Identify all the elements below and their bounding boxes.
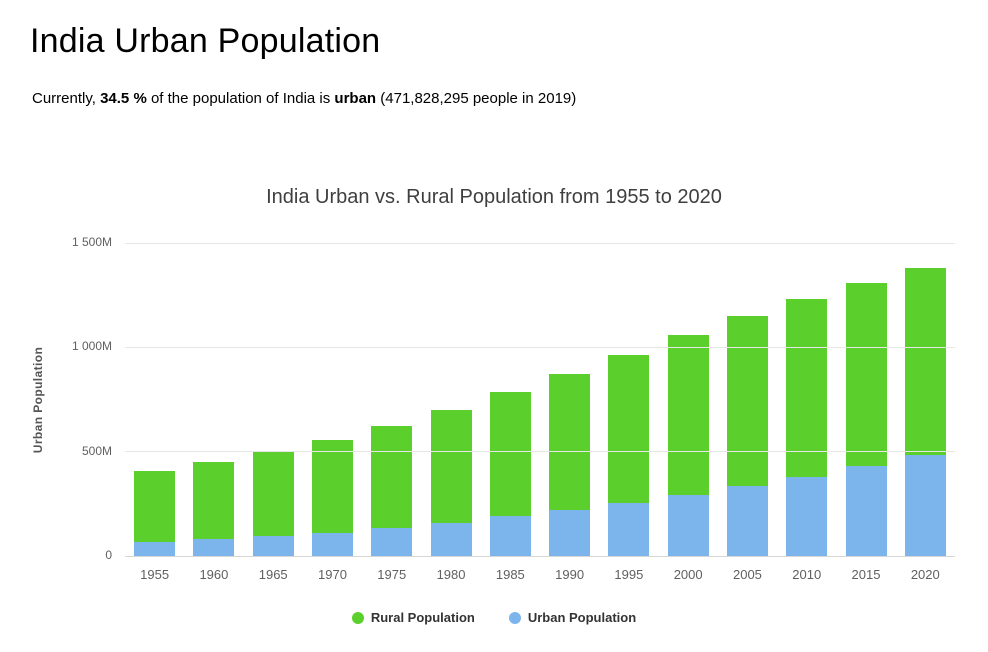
stacked-bar bbox=[252, 451, 294, 556]
stacked-bar bbox=[667, 335, 709, 556]
bars bbox=[125, 243, 955, 556]
bar-segment-rural[interactable] bbox=[904, 268, 946, 456]
y-tick-label: 1 000M bbox=[71, 339, 112, 354]
bar-segment-urban[interactable] bbox=[904, 455, 946, 556]
x-tick-label: 2015 bbox=[851, 567, 881, 582]
x-tick-label: 1985 bbox=[495, 567, 525, 582]
bar-segment-rural[interactable] bbox=[193, 462, 235, 540]
x-tick-label: 2005 bbox=[732, 567, 762, 582]
bar-segment-urban[interactable] bbox=[726, 486, 768, 556]
bar-segment-urban[interactable] bbox=[608, 502, 650, 556]
x-tick-label: 1975 bbox=[377, 567, 407, 582]
bar-1975 bbox=[362, 243, 421, 556]
legend-item-urban[interactable]: Urban Population bbox=[508, 610, 637, 625]
bar-segment-urban[interactable] bbox=[845, 466, 887, 556]
bar-segment-rural[interactable] bbox=[845, 282, 887, 467]
x-tick-label: 2000 bbox=[673, 567, 703, 582]
bar-segment-rural[interactable] bbox=[134, 470, 176, 542]
stacked-bar bbox=[193, 462, 235, 556]
bar-segment-rural[interactable] bbox=[786, 298, 828, 477]
stacked-bar bbox=[726, 316, 768, 556]
bar-segment-rural[interactable] bbox=[311, 440, 353, 534]
x-tick-label: 1960 bbox=[199, 567, 229, 582]
gridline bbox=[125, 451, 955, 453]
page-title: India Urban Population bbox=[30, 22, 381, 60]
bar-segment-urban[interactable] bbox=[134, 541, 176, 556]
subtitle-suffix: (471,828,295 people in 2019) bbox=[376, 90, 577, 107]
bar-2000 bbox=[659, 243, 718, 556]
bar-segment-urban[interactable] bbox=[667, 495, 709, 556]
bar-segment-rural[interactable] bbox=[667, 335, 709, 496]
x-axis-ticks: 1955 1960 1965 1970 1975 1980 1985 1990 1995 2000… bbox=[125, 567, 955, 582]
bar-2015 bbox=[836, 243, 895, 556]
legend-item-rural[interactable]: Rural Population bbox=[351, 610, 475, 625]
page-subtitle: Currently, 34.5 % of the population of I… bbox=[32, 90, 576, 107]
subtitle-prefix: Currently, bbox=[32, 90, 101, 107]
bar-1990 bbox=[540, 243, 599, 556]
subtitle-middle: of the population of India is bbox=[146, 90, 335, 107]
bar-1960 bbox=[184, 243, 243, 556]
stacked-bar bbox=[311, 440, 353, 556]
bar-2020 bbox=[896, 243, 955, 556]
bar-segment-urban[interactable] bbox=[430, 522, 472, 556]
legend-label: Rural Population bbox=[370, 610, 475, 625]
stacked-bar bbox=[489, 392, 531, 556]
x-tick-label: 1995 bbox=[614, 567, 644, 582]
bar-segment-rural[interactable] bbox=[252, 451, 294, 537]
stacked-bar bbox=[786, 298, 828, 556]
bar-1965 bbox=[244, 243, 303, 556]
bar-segment-rural[interactable] bbox=[608, 354, 650, 503]
bar-1980 bbox=[421, 243, 480, 556]
x-tick-label: 1980 bbox=[436, 567, 466, 582]
legend-label: Urban Population bbox=[527, 610, 637, 625]
stacked-bar bbox=[549, 373, 591, 556]
legend-marker-icon bbox=[508, 611, 521, 624]
stacked-bar bbox=[430, 410, 472, 556]
x-tick-label: 2020 bbox=[910, 567, 940, 582]
stacked-bar bbox=[371, 426, 413, 556]
bar-segment-rural[interactable] bbox=[430, 410, 472, 523]
bar-segment-urban[interactable] bbox=[489, 516, 531, 556]
bar-segment-urban[interactable] bbox=[371, 528, 413, 556]
bar-1955 bbox=[125, 243, 184, 556]
bar-segment-urban[interactable] bbox=[252, 536, 294, 556]
y-axis-ticks: 0 500M 1 000M 1 500M bbox=[0, 235, 112, 562]
plot-area bbox=[125, 242, 955, 557]
bar-2010 bbox=[777, 243, 836, 556]
gridline bbox=[125, 346, 955, 348]
bar-segment-urban[interactable] bbox=[311, 533, 353, 556]
gridline bbox=[125, 242, 955, 244]
stacked-bar bbox=[608, 354, 650, 556]
x-tick-label: 1970 bbox=[318, 567, 347, 582]
stacked-bar bbox=[904, 268, 946, 556]
bar-segment-urban[interactable] bbox=[549, 509, 591, 556]
x-tick-label: 1990 bbox=[555, 567, 585, 582]
bar-segment-urban[interactable] bbox=[193, 539, 235, 556]
stacked-bar bbox=[845, 282, 887, 556]
bar-2005 bbox=[718, 243, 777, 556]
bar-segment-rural[interactable] bbox=[489, 392, 531, 517]
x-tick-label: 1955 bbox=[140, 567, 170, 582]
bar-1985 bbox=[481, 243, 540, 556]
y-tick-label: 1 500M bbox=[71, 235, 112, 249]
bar-1970 bbox=[303, 243, 362, 556]
legend: Rural Population Urban Population bbox=[0, 610, 988, 625]
subtitle-percent: 34.5 % bbox=[100, 90, 147, 107]
bar-segment-rural[interactable] bbox=[371, 426, 413, 529]
bar-1995 bbox=[599, 243, 658, 556]
x-tick-label: 2010 bbox=[792, 567, 822, 582]
bar-segment-rural[interactable] bbox=[726, 316, 768, 487]
chart-title: India Urban vs. Rural Population from 19… bbox=[266, 186, 722, 208]
y-tick-label: 0 bbox=[105, 548, 112, 562]
bar-segment-urban[interactable] bbox=[786, 476, 828, 556]
stacked-bar bbox=[134, 470, 176, 556]
y-tick-label: 500M bbox=[81, 443, 112, 458]
bar-segment-rural[interactable] bbox=[549, 373, 591, 510]
legend-marker-icon bbox=[351, 611, 364, 624]
subtitle-urban-word: urban bbox=[334, 90, 377, 107]
x-tick-label: 1965 bbox=[258, 567, 288, 582]
